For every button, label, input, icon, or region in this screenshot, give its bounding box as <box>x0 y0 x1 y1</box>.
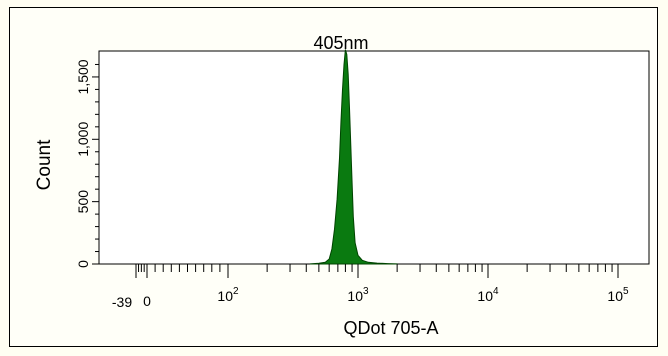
y-tick-label: 1,500 <box>75 59 91 94</box>
histogram-chart: 405nm Count QDot 705-A 0 500 1,000 1,500 -3… <box>34 33 650 338</box>
y-tick-label: 1,000 <box>75 122 91 157</box>
x-tick-label: 103 <box>347 286 369 304</box>
plot-area <box>98 50 650 265</box>
y-axis-label: Count <box>34 139 55 190</box>
chart-frame: 405nm Count QDot 705-A 0 500 1,000 1,500 -3… <box>9 7 658 347</box>
x-tick-label: -39 <box>112 294 132 310</box>
x-tick-label: 102 <box>217 286 239 304</box>
y-tick-label: 500 <box>75 190 91 214</box>
histogram-area <box>309 49 398 265</box>
chart-title: 405nm <box>313 33 368 53</box>
x-tick-label: 0 <box>143 293 151 309</box>
y-tick-label: 0 <box>75 260 91 268</box>
x-tick-label: 104 <box>477 286 499 304</box>
x-tick-label: 105 <box>607 286 629 304</box>
x-axis-label: QDot 705-A <box>343 318 438 338</box>
